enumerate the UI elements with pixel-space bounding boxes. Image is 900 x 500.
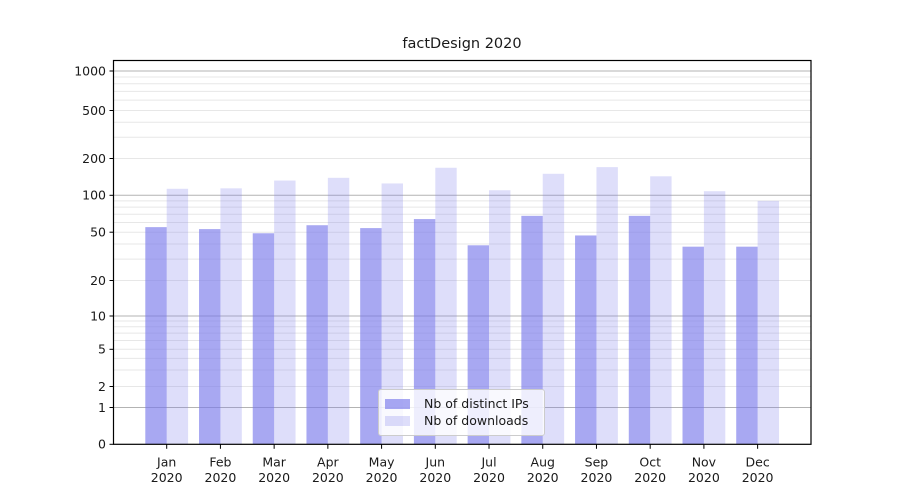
x-tick-label-aug-2020: Aug [531, 455, 555, 470]
bar-nb-of-downloads-oct-2020 [650, 176, 672, 445]
y-tick-label-1: 1 [98, 400, 106, 415]
bar-nb-of-distinct-ips-sep-2020 [575, 235, 597, 445]
x-tick-label-feb-2020: Feb [209, 455, 231, 470]
x-tick-label-apr-2020: Apr [317, 455, 339, 470]
y-tick-label-0: 0 [98, 437, 106, 452]
x-tick-label-oct-2020: Oct [639, 455, 661, 470]
bar-nb-of-downloads-dec-2020 [757, 200, 780, 445]
x-tick-label-year-apr-2020: 2020 [312, 470, 344, 485]
bar-nb-of-downloads-jul-2020 [489, 190, 511, 445]
x-tick-label-year-sep-2020: 2020 [581, 470, 613, 485]
x-tick-label-nov-2020: Nov [692, 455, 717, 470]
legend-label-downloads: Nb of downloads [424, 413, 529, 428]
x-tick-label-may-2020: May [369, 455, 395, 470]
bar-nb-of-distinct-ips-apr-2020 [306, 225, 328, 445]
bar-nb-of-downloads-aug-2020 [542, 173, 565, 445]
bar-nb-of-distinct-ips-dec-2020 [736, 246, 758, 445]
bar-nb-of-downloads-jan-2020 [166, 188, 189, 445]
x-tick-label-year-feb-2020: 2020 [205, 470, 237, 485]
legend-label-distinct-ips: Nb of distinct IPs [424, 396, 529, 411]
x-tick-label-jan-2020: Jan [156, 455, 176, 470]
bar-nb-of-downloads-feb-2020 [220, 188, 242, 445]
legend-item-distinct-ips: Nb of distinct IPs [385, 396, 536, 412]
legend-item-downloads: Nb of downloads [385, 413, 536, 429]
x-tick-label-mar-2020: Mar [262, 455, 286, 470]
x-tick-label-year-jul-2020: 2020 [473, 470, 505, 485]
bar-nb-of-downloads-may-2020 [381, 183, 403, 445]
y-tick-label-1000: 1000 [74, 63, 106, 78]
bar-nb-of-distinct-ips-aug-2020 [521, 215, 543, 445]
x-tick-label-jul-2020: Jul [480, 455, 496, 470]
bar-nb-of-downloads-sep-2020 [596, 167, 618, 445]
bar-nb-of-distinct-ips-may-2020 [360, 228, 382, 445]
x-tick-label-sep-2020: Sep [585, 455, 609, 470]
x-tick-label-dec-2020: Dec [746, 455, 770, 470]
y-tick-label-500: 500 [82, 103, 106, 118]
y-tick-label-20: 20 [90, 273, 106, 288]
bar-nb-of-distinct-ips-mar-2020 [252, 233, 275, 445]
x-tick-label-jun-2020: Jun [425, 455, 446, 470]
legend: Nb of distinct IPs Nb of downloads [378, 389, 545, 436]
x-tick-label-year-aug-2020: 2020 [527, 470, 559, 485]
legend-swatch-distinct-ips [385, 399, 410, 409]
x-tick-label-year-mar-2020: 2020 [258, 470, 290, 485]
y-tick-label-10: 10 [90, 308, 106, 323]
legend-swatch-downloads [385, 416, 410, 426]
bar-nb-of-distinct-ips-feb-2020 [199, 229, 221, 445]
bar-nb-of-distinct-ips-nov-2020 [682, 246, 704, 445]
bar-nb-of-distinct-ips-jan-2020 [145, 227, 167, 445]
x-tick-label-year-jun-2020: 2020 [419, 470, 451, 485]
bar-nb-of-distinct-ips-oct-2020 [628, 215, 651, 445]
bar-nb-of-distinct-ips-jun-2020 [413, 219, 436, 445]
bar-nb-of-downloads-nov-2020 [703, 191, 726, 445]
bar-nb-of-downloads-apr-2020 [327, 177, 350, 445]
bar-nb-of-downloads-mar-2020 [274, 180, 296, 445]
plot-border [112, 59, 812, 445]
chart-title: factDesign 2020 [402, 36, 522, 52]
x-tick-label-year-nov-2020: 2020 [688, 470, 720, 485]
x-tick-label-year-dec-2020: 2020 [742, 470, 774, 485]
x-tick-label-year-jan-2020: 2020 [151, 470, 183, 485]
y-tick-label-100: 100 [82, 188, 106, 203]
y-tick-label-200: 200 [82, 151, 106, 166]
y-tick-label-5: 5 [98, 342, 106, 357]
x-tick-label-year-may-2020: 2020 [366, 470, 398, 485]
bar-nb-of-downloads-jun-2020 [435, 167, 457, 445]
y-tick-label-50: 50 [90, 225, 106, 240]
y-tick-label-2: 2 [98, 379, 106, 394]
x-tick-label-year-oct-2020: 2020 [634, 470, 666, 485]
